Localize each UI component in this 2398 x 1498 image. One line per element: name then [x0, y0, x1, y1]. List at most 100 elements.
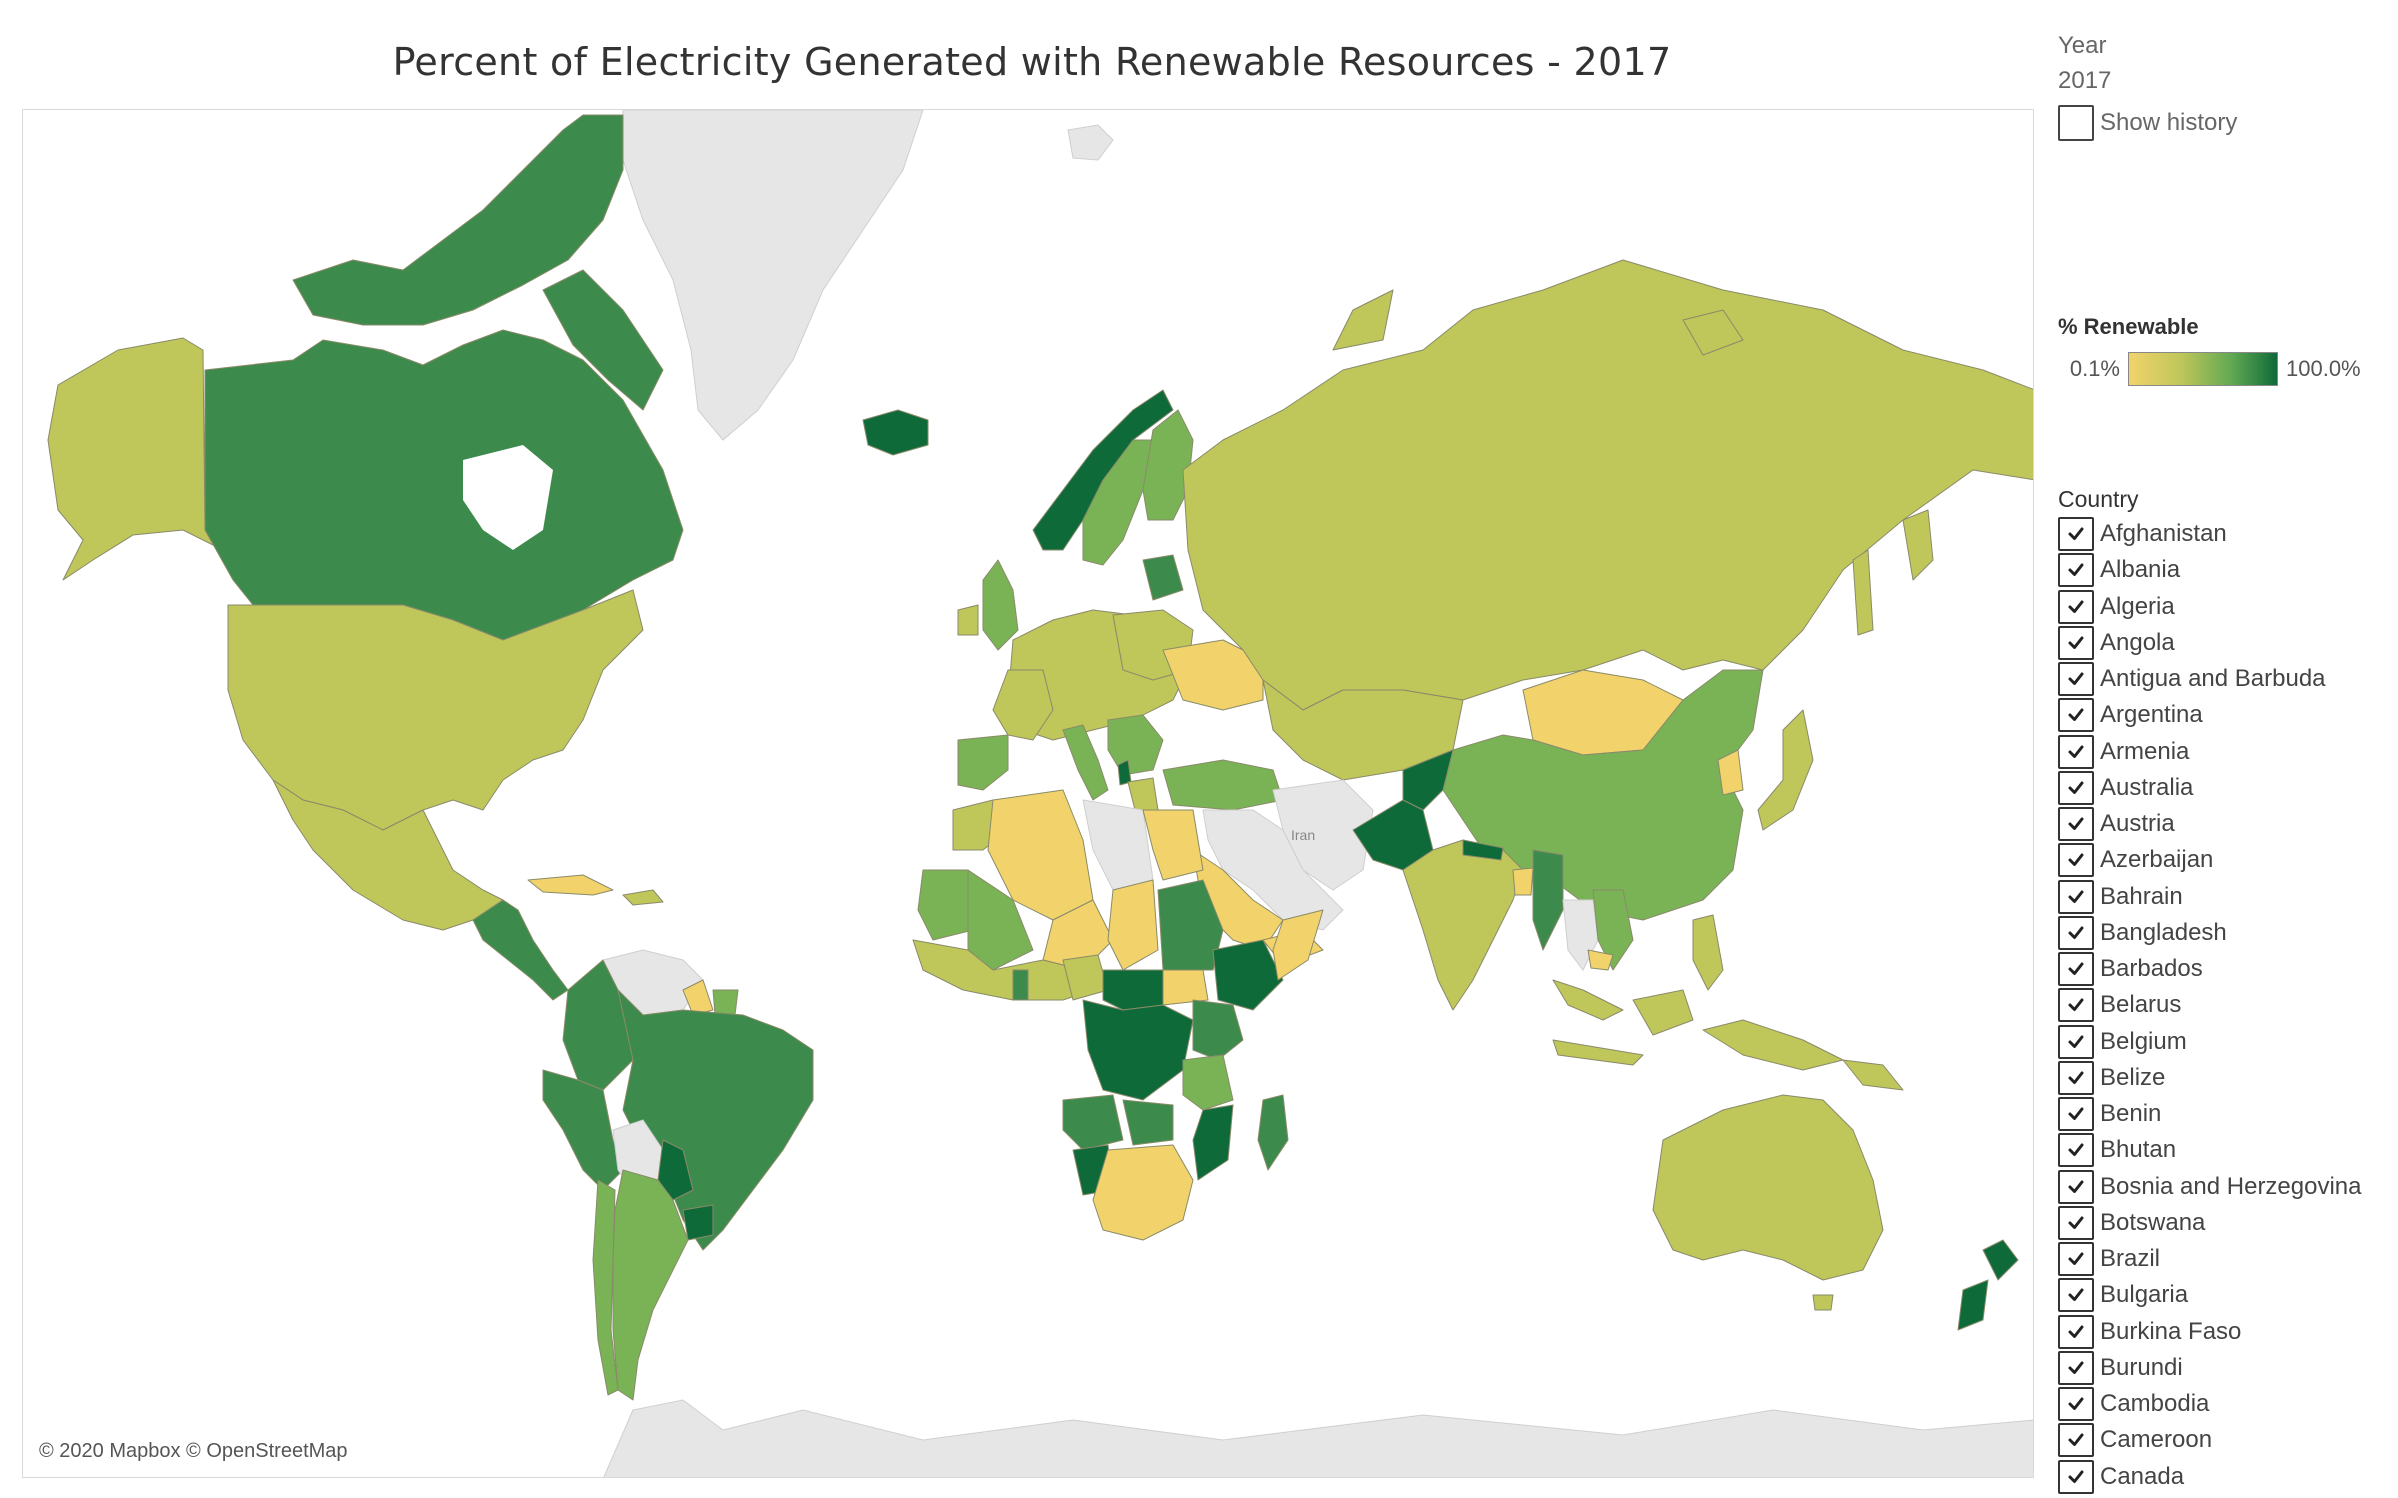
country-ukraine[interactable] — [1162, 639, 1264, 711]
country-australia[interactable] — [1652, 1094, 1884, 1281]
country-filter-item[interactable]: Afghanistan — [2058, 516, 2398, 552]
country-checkbox[interactable] — [2058, 915, 2094, 950]
country-checkbox[interactable] — [2058, 1350, 2094, 1385]
country-philippines[interactable] — [1692, 914, 1724, 991]
country-spain[interactable] — [957, 734, 1009, 791]
country-chile[interactable] — [592, 1179, 619, 1396]
country-norway[interactable] — [1032, 389, 1174, 551]
country-filter-item[interactable]: Botswana — [2058, 1205, 2398, 1241]
country-filter-item[interactable]: Azerbaijan — [2058, 842, 2398, 878]
map-canvas[interactable]: Iran — [23, 110, 2034, 1478]
country-filter-item[interactable]: Albania — [2058, 552, 2398, 588]
country-kamchatka[interactable] — [1902, 509, 1934, 581]
country-italy[interactable] — [1062, 724, 1109, 801]
country-filter-item[interactable]: Australia — [2058, 770, 2398, 806]
country-madagascar[interactable] — [1257, 1094, 1289, 1171]
country-filter-item[interactable]: Bulgaria — [2058, 1277, 2398, 1313]
country-filter-item[interactable]: Bangladesh — [2058, 915, 2398, 951]
country-uruguay[interactable] — [682, 1204, 714, 1241]
country-checkbox[interactable] — [2058, 625, 2094, 660]
country-filter-item[interactable]: Burundi — [2058, 1350, 2398, 1386]
country-checkbox[interactable] — [2058, 1387, 2094, 1422]
country-guyana[interactable] — [682, 979, 714, 1016]
country-mozambique[interactable] — [1192, 1104, 1234, 1181]
country-mauritania[interactable] — [917, 869, 974, 941]
country-filter-item[interactable]: Argentina — [2058, 697, 2398, 733]
country-russia-north[interactable] — [1332, 289, 1394, 351]
country-checkbox[interactable] — [2058, 807, 2094, 842]
country-finland[interactable] — [1142, 409, 1194, 521]
country-indonesia[interactable] — [1552, 979, 1844, 1071]
country-checkbox[interactable] — [2058, 770, 2094, 805]
country-ethiopia[interactable] — [1212, 939, 1284, 1011]
country-bangladesh[interactable] — [1512, 867, 1534, 896]
country-filter-item[interactable]: Cambodia — [2058, 1386, 2398, 1422]
show-history-checkbox[interactable] — [2058, 105, 2094, 141]
country-kenya-uganda[interactable] — [1192, 999, 1244, 1061]
country-checkbox[interactable] — [2058, 843, 2094, 878]
country-india[interactable] — [1402, 839, 1524, 1011]
country-angola[interactable] — [1062, 1094, 1124, 1151]
country-checkbox[interactable] — [2058, 1169, 2094, 1204]
region-antarctica[interactable] — [603, 1399, 2034, 1478]
region-middle-east[interactable] — [1202, 809, 1344, 931]
country-filter-item[interactable]: Armenia — [2058, 734, 2398, 770]
country-mali[interactable] — [967, 869, 1034, 971]
country-checkbox[interactable] — [2058, 1242, 2094, 1277]
country-north-korea[interactable] — [1717, 749, 1744, 796]
country-russia-east-island[interactable] — [1682, 309, 1744, 356]
country-checkbox[interactable] — [2058, 1060, 2094, 1095]
country-turkey[interactable] — [1162, 759, 1284, 811]
country-checkbox[interactable] — [2058, 517, 2094, 552]
world-map[interactable]: Iran — [22, 109, 2034, 1478]
country-somalia[interactable] — [1272, 909, 1324, 981]
country-filter-item[interactable]: Angola — [2058, 625, 2398, 661]
country-vietnam-laos[interactable] — [1592, 889, 1634, 971]
country-papua-new-guinea[interactable] — [1842, 1059, 1904, 1091]
country-checkbox[interactable] — [2058, 879, 2094, 914]
country-filter-item[interactable]: Austria — [2058, 806, 2398, 842]
country-checkbox[interactable] — [2058, 698, 2094, 733]
country-filter-item[interactable]: Belgium — [2058, 1024, 2398, 1060]
country-checkbox[interactable] — [2058, 952, 2094, 987]
country-filter-item[interactable]: Benin — [2058, 1096, 2398, 1132]
country-checkbox[interactable] — [2058, 589, 2094, 624]
country-filter-item[interactable]: Canada — [2058, 1459, 2398, 1495]
country-filter-item[interactable]: Belarus — [2058, 987, 2398, 1023]
country-ireland[interactable] — [957, 604, 979, 636]
country-filter-item[interactable]: Antigua and Barbuda — [2058, 661, 2398, 697]
country-hispaniola[interactable] — [622, 889, 664, 906]
country-checkbox[interactable] — [2058, 1097, 2094, 1132]
country-tanzania[interactable] — [1182, 1054, 1234, 1111]
country-japan[interactable] — [1757, 709, 1814, 831]
country-baltics[interactable] — [1142, 554, 1184, 601]
country-checkbox[interactable] — [2058, 1133, 2094, 1168]
country-peru[interactable] — [542, 1069, 624, 1191]
country-cuba[interactable] — [527, 874, 614, 896]
country-congo-drc[interactable] — [1082, 999, 1194, 1101]
country-ghana[interactable] — [1012, 969, 1029, 1001]
country-checkbox[interactable] — [2058, 1205, 2094, 1240]
country-alaska[interactable] — [47, 337, 254, 581]
region-greenland[interactable] — [622, 110, 924, 441]
region-iran[interactable] — [1272, 779, 1374, 891]
country-zambia[interactable] — [1122, 1099, 1174, 1146]
region-libya[interactable] — [1082, 799, 1154, 891]
country-filter-item[interactable]: Algeria — [2058, 589, 2398, 625]
country-cambodia[interactable] — [1587, 949, 1614, 971]
country-checkbox[interactable] — [2058, 662, 2094, 697]
country-canada-baffin[interactable] — [542, 269, 664, 411]
country-central-america[interactable] — [472, 899, 569, 1001]
country-france[interactable] — [992, 669, 1054, 741]
country-filter-item[interactable]: Cameroon — [2058, 1422, 2398, 1458]
country-checkbox[interactable] — [2058, 1314, 2094, 1349]
country-iceland[interactable] — [862, 409, 929, 456]
country-canada-arctic[interactable] — [292, 114, 624, 326]
country-greece[interactable] — [1127, 777, 1159, 811]
country-russia[interactable] — [1182, 259, 2034, 711]
country-checkbox[interactable] — [2058, 553, 2094, 588]
country-myanmar[interactable] — [1532, 849, 1564, 951]
country-filter-item[interactable]: Belize — [2058, 1060, 2398, 1096]
country-checkbox[interactable] — [2058, 1024, 2094, 1059]
country-sakhalin[interactable] — [1852, 549, 1874, 636]
